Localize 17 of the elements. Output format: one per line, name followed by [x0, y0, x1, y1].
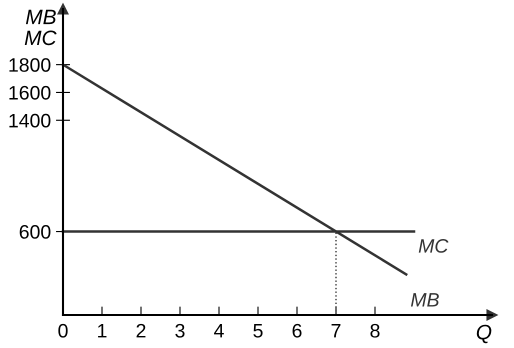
y-tick-label: 1600: [9, 86, 50, 100]
y-tick-label: 1400: [9, 114, 50, 128]
x-tick-label: 3: [175, 324, 185, 338]
x-tick-label: 1: [98, 324, 106, 338]
x-tick-label: 8: [370, 324, 380, 338]
series-label: MC: [418, 239, 449, 253]
y-tick-label: 600: [20, 225, 50, 239]
y-axis-title: MB MC: [24, 10, 57, 46]
x-tick-label: 2: [136, 324, 146, 338]
x-tick-label: 7: [332, 324, 340, 338]
x-tick-label: 4: [214, 324, 224, 338]
x-axis-title: Q: [476, 324, 492, 344]
series-label: MB: [410, 293, 439, 307]
x-tick-label: 5: [253, 324, 263, 338]
x-tick-label: 6: [292, 324, 302, 338]
y-tick-label: 1800: [9, 58, 50, 72]
x-tick-label: 0: [58, 324, 68, 338]
